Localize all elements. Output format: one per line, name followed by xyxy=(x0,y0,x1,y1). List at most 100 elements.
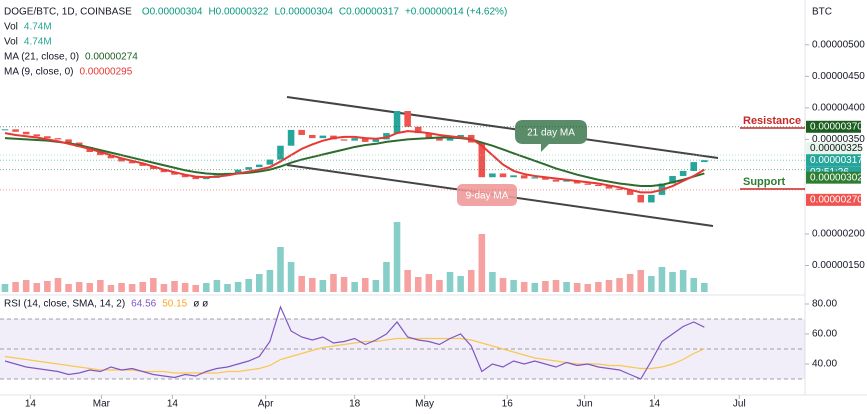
rsi-value: ø ø xyxy=(193,299,208,310)
candle xyxy=(287,129,295,146)
indicator-value: 0.00000295 xyxy=(79,67,132,78)
volume-bar xyxy=(372,280,380,292)
volume-bar xyxy=(489,272,496,292)
candle xyxy=(361,138,369,142)
x-tick-label: 18 xyxy=(349,399,361,410)
volume-bar xyxy=(298,276,305,292)
volume-bar xyxy=(330,274,337,292)
currency: BTC xyxy=(812,7,832,18)
volume-bar xyxy=(404,270,411,292)
volume-bar xyxy=(690,278,698,292)
volume-bar xyxy=(701,283,708,292)
volume-bar xyxy=(605,280,613,292)
candle xyxy=(425,133,433,139)
volume-bar xyxy=(340,277,348,292)
volume-bar xyxy=(361,278,369,292)
volume-bar xyxy=(542,281,549,292)
x-tick-label: 14 xyxy=(167,399,179,410)
x-tick-label: 16 xyxy=(502,399,514,410)
volume-bar xyxy=(393,222,401,292)
volume-bar xyxy=(181,283,189,292)
volume-bar xyxy=(86,283,94,292)
candle xyxy=(542,177,549,180)
candle xyxy=(65,139,72,143)
volume-bar xyxy=(669,272,676,292)
candle xyxy=(351,138,358,141)
volume-bar xyxy=(637,270,645,292)
volume-bar xyxy=(1,284,9,292)
candle xyxy=(256,164,263,168)
volume-bar xyxy=(287,262,295,292)
volume-bar xyxy=(414,277,422,292)
candle xyxy=(669,175,676,184)
price-badge-label: 0.00000325 xyxy=(810,143,863,154)
candle xyxy=(298,129,305,135)
ma21-callout xyxy=(515,120,587,152)
x-tick-label: 14 xyxy=(649,399,661,410)
volume-bar xyxy=(478,234,486,292)
price-badge-label: 0.00000270 xyxy=(810,194,863,205)
indicator-value: 4.74M xyxy=(24,22,52,33)
price-badge xyxy=(806,193,861,206)
candle xyxy=(319,135,327,139)
candle xyxy=(648,194,655,203)
candle xyxy=(118,158,125,162)
channel-upper xyxy=(286,96,719,159)
y-tick-label: 0.00000200 xyxy=(812,229,865,240)
candle xyxy=(12,129,19,132)
candle xyxy=(626,189,634,195)
price-badge xyxy=(806,120,861,133)
rsi-line xyxy=(4,305,705,380)
volume-bar xyxy=(54,278,62,292)
volume-bar xyxy=(256,274,263,292)
candle xyxy=(414,126,422,134)
volume-bar xyxy=(319,280,327,292)
indicator-name: MA (9, close, 0) xyxy=(4,67,73,78)
candle xyxy=(446,138,454,141)
rsi-value: 50.15 xyxy=(162,299,187,310)
ohlc-value: C0.00000317 xyxy=(339,7,399,18)
volume-bar xyxy=(446,272,454,292)
candle xyxy=(181,174,189,178)
volume-bar xyxy=(118,283,125,292)
x-tick-label: Jun xyxy=(577,399,593,410)
candle xyxy=(33,134,41,137)
rsi-tick-label: 60.00 xyxy=(812,329,837,340)
indicator-value: 4.74M xyxy=(24,37,52,48)
volume-bar xyxy=(520,282,528,292)
candle xyxy=(54,138,62,140)
volume-bar xyxy=(648,276,655,292)
indicator-name: Vol xyxy=(4,22,18,33)
x-tick-label: Mar xyxy=(93,399,111,410)
rsi-value: 64.56 xyxy=(131,299,156,310)
volume-bar xyxy=(139,282,147,292)
title: DOGE/BTC, 1D, COINBASE xyxy=(4,7,132,18)
price-badge-label: 0.00000370 xyxy=(810,121,863,132)
candle xyxy=(192,177,199,180)
volume-bar xyxy=(467,270,475,292)
ohlc-value: H0.00000322 xyxy=(208,7,268,18)
volume-bar xyxy=(457,276,464,292)
price-badge xyxy=(806,154,861,167)
candle xyxy=(44,136,51,139)
volume-bar xyxy=(531,283,539,292)
volume-bar xyxy=(626,274,634,292)
candle xyxy=(171,172,178,175)
volume-bar xyxy=(595,282,602,292)
y-tick-label: 0.00000150 xyxy=(812,260,865,271)
volume-bar xyxy=(573,283,581,292)
volume-bar xyxy=(171,281,178,292)
candle xyxy=(531,177,539,179)
candle xyxy=(107,155,115,159)
x-tick-label: 14 xyxy=(25,399,37,410)
candle xyxy=(489,173,496,178)
candle xyxy=(139,163,147,166)
indicator-name: Vol xyxy=(4,37,18,48)
volume-bar xyxy=(425,274,433,292)
volume-bar xyxy=(213,280,221,292)
volume-bar xyxy=(160,284,168,292)
candle xyxy=(203,177,210,180)
volume-bar xyxy=(552,280,560,292)
candle xyxy=(563,180,570,182)
